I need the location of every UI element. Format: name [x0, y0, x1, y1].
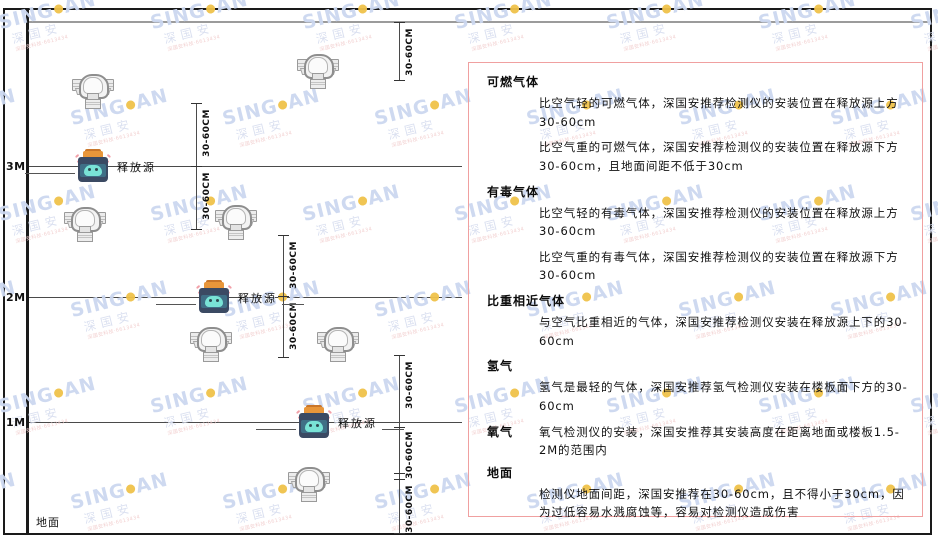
detector-head-inner: [328, 330, 348, 347]
guidance-paragraph: 比空气重的有毒气体，深国安推荐检测仪的安装位置在释放源下方30-60cm: [539, 249, 899, 283]
dimension-label: 30-60CM: [405, 361, 415, 409]
guidance-section: 地面检测仪地面间距，深国安推荐在30-60cm，且不得小于30cm，因为过低容易…: [487, 464, 908, 522]
dimension-label: 30-60CM: [202, 109, 212, 157]
detector-base: [301, 492, 317, 502]
detector-head-inner: [75, 210, 95, 227]
guidance-section-body: 氧气检测仪的安装，深国安推荐其安装高度在距离地面或楼板1.5-2M的范围内: [539, 423, 908, 460]
release-source-1m: 释放源: [256, 405, 404, 438]
guidance-section: 有毒气体比空气轻的有毒气体，深国安推荐检测仪的安装位置在释放源上方30-60cm…: [487, 183, 908, 286]
guidance-panel-content: 可燃气体比空气轻的可燃气体，深国安推荐检测仪的安装位置在释放源上方30-60cm…: [469, 63, 922, 522]
gas-detector-icon: [70, 72, 116, 109]
detector-head-inner: [308, 57, 328, 74]
guidance-section-heading: 有毒气体: [487, 184, 540, 199]
guidance-section-body: 氢气是最轻的气体，深国安推荐氢气检测仪安装在楼板面下方的30-60cm: [539, 378, 908, 415]
guidance-paragraph: 检测仪地面间距，深国安推荐在30-60cm，且不得小于30cm，因为过低容易水溅…: [539, 486, 905, 520]
guidance-section-heading: 氧气: [487, 424, 514, 439]
release-source-icon: [74, 149, 112, 182]
detector-head-inner: [201, 330, 221, 347]
gas-detector-icon: [315, 325, 361, 362]
release-source-label: 释放源: [238, 292, 277, 305]
guidance-section-heading: 比重相近气体: [487, 294, 566, 308]
gas-detector-icon: [188, 325, 234, 362]
guidance-section-heading: 氢气: [487, 359, 514, 374]
level-line-1m: [27, 422, 462, 423]
guidance-section: 可燃气体比空气轻的可燃气体，深国安推荐检测仪的安装位置在释放源上方30-60cm…: [487, 73, 908, 176]
release-source-3m: 释放源: [25, 149, 154, 182]
detector-head-inner: [226, 208, 246, 225]
guidance-section-body: 比空气轻的可燃气体，深国安推荐检测仪的安装位置在释放源上方30-60cm 比空气重…: [539, 94, 908, 176]
guidance-section: 比重相近气体与空气比重相近的气体，深国安推荐检测仪安装在释放源上下的30-60c…: [487, 292, 908, 350]
guidance-panel: 可燃气体比空气轻的可燃气体，深国安推荐检测仪的安装位置在释放源上方30-60cm…: [468, 62, 923, 519]
guidance-section: 氢气氢气是最轻的气体，深国安推荐氢气检测仪安装在楼板面下方的30-60cm: [487, 357, 908, 415]
dimension-label: 30-60CM: [405, 485, 415, 533]
release-source-icon: [195, 280, 233, 313]
gas-detector-icon: [295, 52, 341, 89]
ceiling-line: [27, 21, 930, 23]
guidance-section: 氧气 氧气检测仪的安装，深国安推荐其安装高度在距离地面或楼板1.5-2M的范围内: [487, 423, 908, 460]
level-label-3m: 3M: [6, 160, 26, 173]
guidance-paragraph: 氢气是最轻的气体，深国安推荐氢气检测仪安装在楼板面下方的30-60cm: [539, 380, 908, 413]
gas-detector-icon: [213, 203, 259, 240]
detector-base: [228, 230, 244, 240]
detector-base: [77, 232, 93, 242]
dimension-label: 30-60CM: [202, 172, 212, 220]
outer-frame: [3, 8, 932, 535]
detector-base: [330, 352, 346, 362]
guidance-section-heading: 地面: [487, 465, 514, 480]
guidance-paragraph: 氧气检测仪的安装，深国安推荐其安装高度在距离地面或楼板1.5-2M的范围内: [539, 424, 900, 458]
guidance-section-heading: 可燃气体: [487, 75, 540, 89]
level-label-2m: 2M: [6, 291, 26, 304]
release-source-2m: 释放源: [156, 280, 304, 313]
detector-base: [85, 99, 101, 109]
guidance-paragraph: 比空气轻的有毒气体，深国安推荐检测仪的安装位置在释放源上方30-60cm: [539, 205, 899, 239]
release-source-label: 释放源: [338, 417, 377, 430]
guidance-section-body: 与空气比重相近的气体，深国安推荐检测仪安装在释放源上下的30-60cm: [539, 313, 908, 350]
release-source-label: 释放源: [117, 161, 156, 174]
gas-detector-icon: [62, 205, 108, 242]
guidance-paragraph: 比空气重的可燃气体，深国安推荐检测仪的安装位置在释放源下方30-60cm，且地面…: [539, 140, 899, 173]
dimension-label: 30-60CM: [289, 302, 299, 350]
detector-head-inner: [299, 470, 319, 487]
release-source-icon: [295, 405, 333, 438]
guidance-section-body: 检测仪地面间距，深国安推荐在30-60cm，且不得小于30cm，因为过低容易水溅…: [539, 485, 908, 522]
guidance-paragraph: 比空气轻的可燃气体，深国安推荐检测仪的安装位置在释放源上方30-60cm: [539, 96, 899, 129]
dimension-label: 30-60CM: [289, 241, 299, 289]
detector-head-inner: [83, 77, 103, 94]
dimension-label: 30-60CM: [405, 28, 415, 76]
dimension-label: 30-60CM: [405, 431, 415, 479]
level-line-3m: [27, 166, 462, 167]
detector-base: [310, 79, 326, 89]
level-line-2m: [27, 297, 462, 298]
detector-base: [203, 352, 219, 362]
guidance-paragraph: 与空气比重相近的气体，深国安推荐检测仪安装在释放源上下的30-60cm: [539, 315, 908, 348]
wall-axis-line: [26, 9, 29, 533]
gas-detector-icon: [286, 465, 332, 502]
guidance-section-body: 比空气轻的有毒气体，深国安推荐检测仪的安装位置在释放源上方30-60cm 比空气重…: [539, 204, 908, 286]
level-label-1m: 1M: [6, 416, 26, 429]
ground-label: 地面: [36, 516, 60, 529]
